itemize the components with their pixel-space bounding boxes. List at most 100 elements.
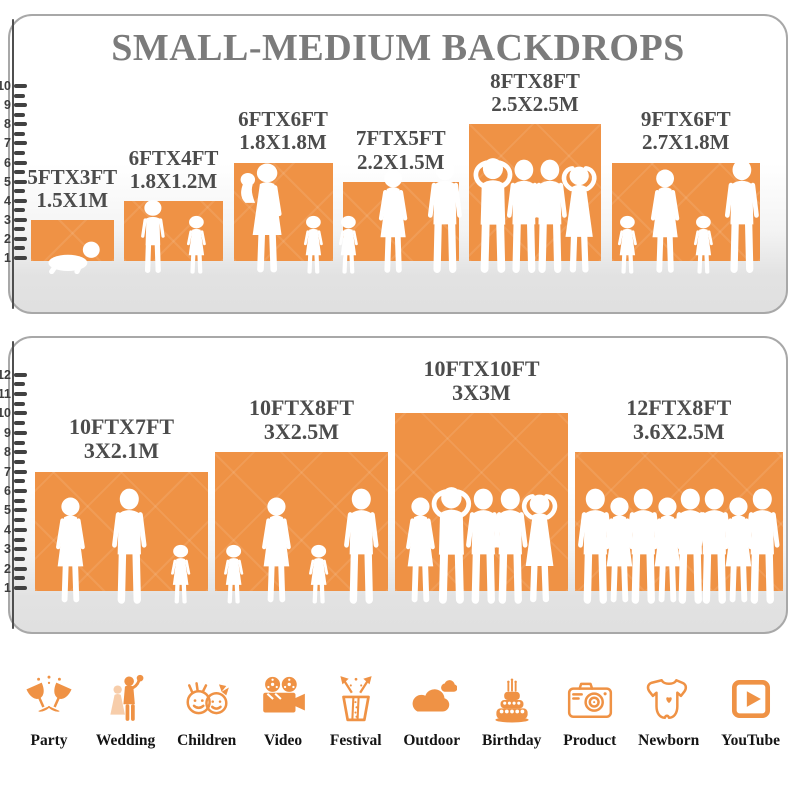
product-icon xyxy=(567,682,612,718)
backdrop-bar-5ftx3ft xyxy=(31,219,114,261)
ruler-tick-minor xyxy=(14,246,25,251)
woman-pose-silhouette xyxy=(553,165,605,274)
backdrop-bar-6ftx4ft xyxy=(124,201,223,261)
ruler-tick-minor xyxy=(14,518,25,523)
bar-size-label-12ftx8ft: 12FTX8FT 3.6X2.5M xyxy=(626,394,732,445)
ruler-number: 6 xyxy=(4,484,11,498)
bar-size-label-6ftx4ft: 6FTX4FT 1.8X1.2M xyxy=(128,145,219,193)
ruler-tick xyxy=(14,372,27,377)
ruler-tick xyxy=(14,527,27,532)
ruler-number: 9 xyxy=(4,425,11,440)
bar-size-metric: 3X2.1M xyxy=(83,438,160,464)
ruler-tick xyxy=(14,198,27,203)
ruler-tick-minor xyxy=(14,498,25,503)
people-silhouette-group xyxy=(469,157,601,274)
girl-silhouette xyxy=(298,215,329,274)
girl-silhouette xyxy=(218,544,249,604)
backdrop-bar-7ftx5ft xyxy=(343,182,459,261)
ruler-number: 1 xyxy=(4,251,11,265)
ruler-tick xyxy=(14,236,27,241)
ruler-tick xyxy=(14,450,27,455)
category-item-video: Video xyxy=(258,650,308,750)
ruler-number: 10 xyxy=(0,79,11,94)
bar-size-metric: 1.8X1.8M xyxy=(239,130,327,155)
bar-size-ft: 12FTX8FT xyxy=(626,394,732,420)
girl-silhouette xyxy=(333,215,364,274)
people-silhouette-group xyxy=(395,486,568,604)
ruler-tick-minor xyxy=(14,401,25,406)
man-silhouette xyxy=(106,488,153,604)
girl-silhouette xyxy=(165,544,196,604)
category-item-party: Party xyxy=(24,650,74,750)
ruler-tick-minor xyxy=(14,576,25,581)
ruler-axis-line xyxy=(12,341,14,629)
ruler-axis-line xyxy=(12,19,14,309)
ruler-tick-minor xyxy=(14,170,25,175)
ruler-tick xyxy=(14,256,27,260)
category-label: Wedding xyxy=(95,732,156,749)
ruler-tick xyxy=(14,217,27,222)
bar-size-label-10ftx7ft: 10FTX7FT 3X2.1M xyxy=(68,414,175,464)
category-item-youtube: YouTube xyxy=(721,650,780,750)
category-label: Children xyxy=(177,732,237,749)
ruler-number: 1 xyxy=(4,581,11,595)
birthday-icon xyxy=(494,677,530,724)
video-icon xyxy=(262,675,306,714)
bar-size-metric: 3.6X2.5M xyxy=(632,419,725,445)
ruler-number: 9 xyxy=(4,98,11,113)
bar-size-metric: 2.2X1.5M xyxy=(357,149,445,174)
bar-size-ft: 6FTX4FT xyxy=(128,145,219,170)
size-chart-panel-large: 1 2 3 4 5 6 7 8 9 10 11 12 10FTX7FT 3X2.1M 10FTX8FT 3X2… xyxy=(0,336,788,634)
ruler-tick-minor xyxy=(14,421,25,426)
ruler-number: 7 xyxy=(4,136,11,151)
bar-size-metric: 3X2.5M xyxy=(263,419,340,445)
bar-size-ft: 10FTX7FT xyxy=(68,414,175,440)
ruler-number: 4 xyxy=(4,522,11,537)
ruler-tick xyxy=(14,430,27,435)
children-icon xyxy=(186,682,230,715)
bar-size-label-9ftx6ft: 9FTX6FT 2.7X1.8M xyxy=(641,108,731,154)
people-silhouette-group xyxy=(215,488,388,604)
backdrop-bar-10ftx8ft xyxy=(215,452,388,591)
ruler-number: 2 xyxy=(4,561,11,576)
people-silhouette-group xyxy=(234,163,333,274)
bar-size-metric: 1.8X1.2M xyxy=(129,168,218,193)
ruler-tick-minor xyxy=(14,556,25,561)
bar-size-ft: 10FTX10FT xyxy=(423,356,540,382)
ruler-tick-minor xyxy=(14,93,25,98)
category-label: Video xyxy=(263,732,303,749)
ruler-tick-minor xyxy=(14,382,25,387)
bar-size-label-6ftx6ft: 6FTX6FT 1.8X1.8M xyxy=(238,108,328,154)
ruler-number: 8 xyxy=(4,117,11,132)
girl-silhouette xyxy=(181,215,212,274)
woman-silhouette xyxy=(370,169,416,274)
ruler-number: 2 xyxy=(4,231,11,246)
ruler-tick-minor xyxy=(14,208,25,213)
category-item-wedding: Wedding xyxy=(96,650,155,750)
ruler-tick-minor xyxy=(14,150,25,155)
ruler-number: 4 xyxy=(4,193,11,208)
ruler-number: 10 xyxy=(0,406,11,421)
ruler-tick xyxy=(14,160,27,165)
people-silhouette-group xyxy=(35,488,208,604)
girl-silhouette xyxy=(303,544,334,604)
woman-silhouette xyxy=(47,497,94,604)
ruler-tick xyxy=(14,508,27,513)
man-silhouette xyxy=(739,488,786,604)
backdrop-bar-10ftx7ft xyxy=(35,471,208,591)
ruler-tick-minor xyxy=(14,479,25,484)
bar-size-label-10ftx8ft: 10FTX8FT 3X2.5M xyxy=(248,394,355,445)
people-silhouette-group xyxy=(31,241,114,274)
bar-size-metric: 2.5X2.5M xyxy=(491,92,579,117)
woman-baby-silhouette xyxy=(237,163,292,274)
ruler-tick-minor xyxy=(14,227,25,232)
party-icon xyxy=(26,675,72,714)
bar-size-ft: 10FTX8FT xyxy=(248,394,355,420)
bar-size-metric: 1.5X1M xyxy=(36,187,109,212)
man-silhouette xyxy=(422,159,468,274)
category-label: Outdoor xyxy=(403,732,461,749)
ruler-number: 6 xyxy=(4,155,11,170)
ruler-number: 5 xyxy=(4,503,11,518)
wedding-icon xyxy=(108,674,145,723)
people-silhouette-group xyxy=(124,199,223,274)
